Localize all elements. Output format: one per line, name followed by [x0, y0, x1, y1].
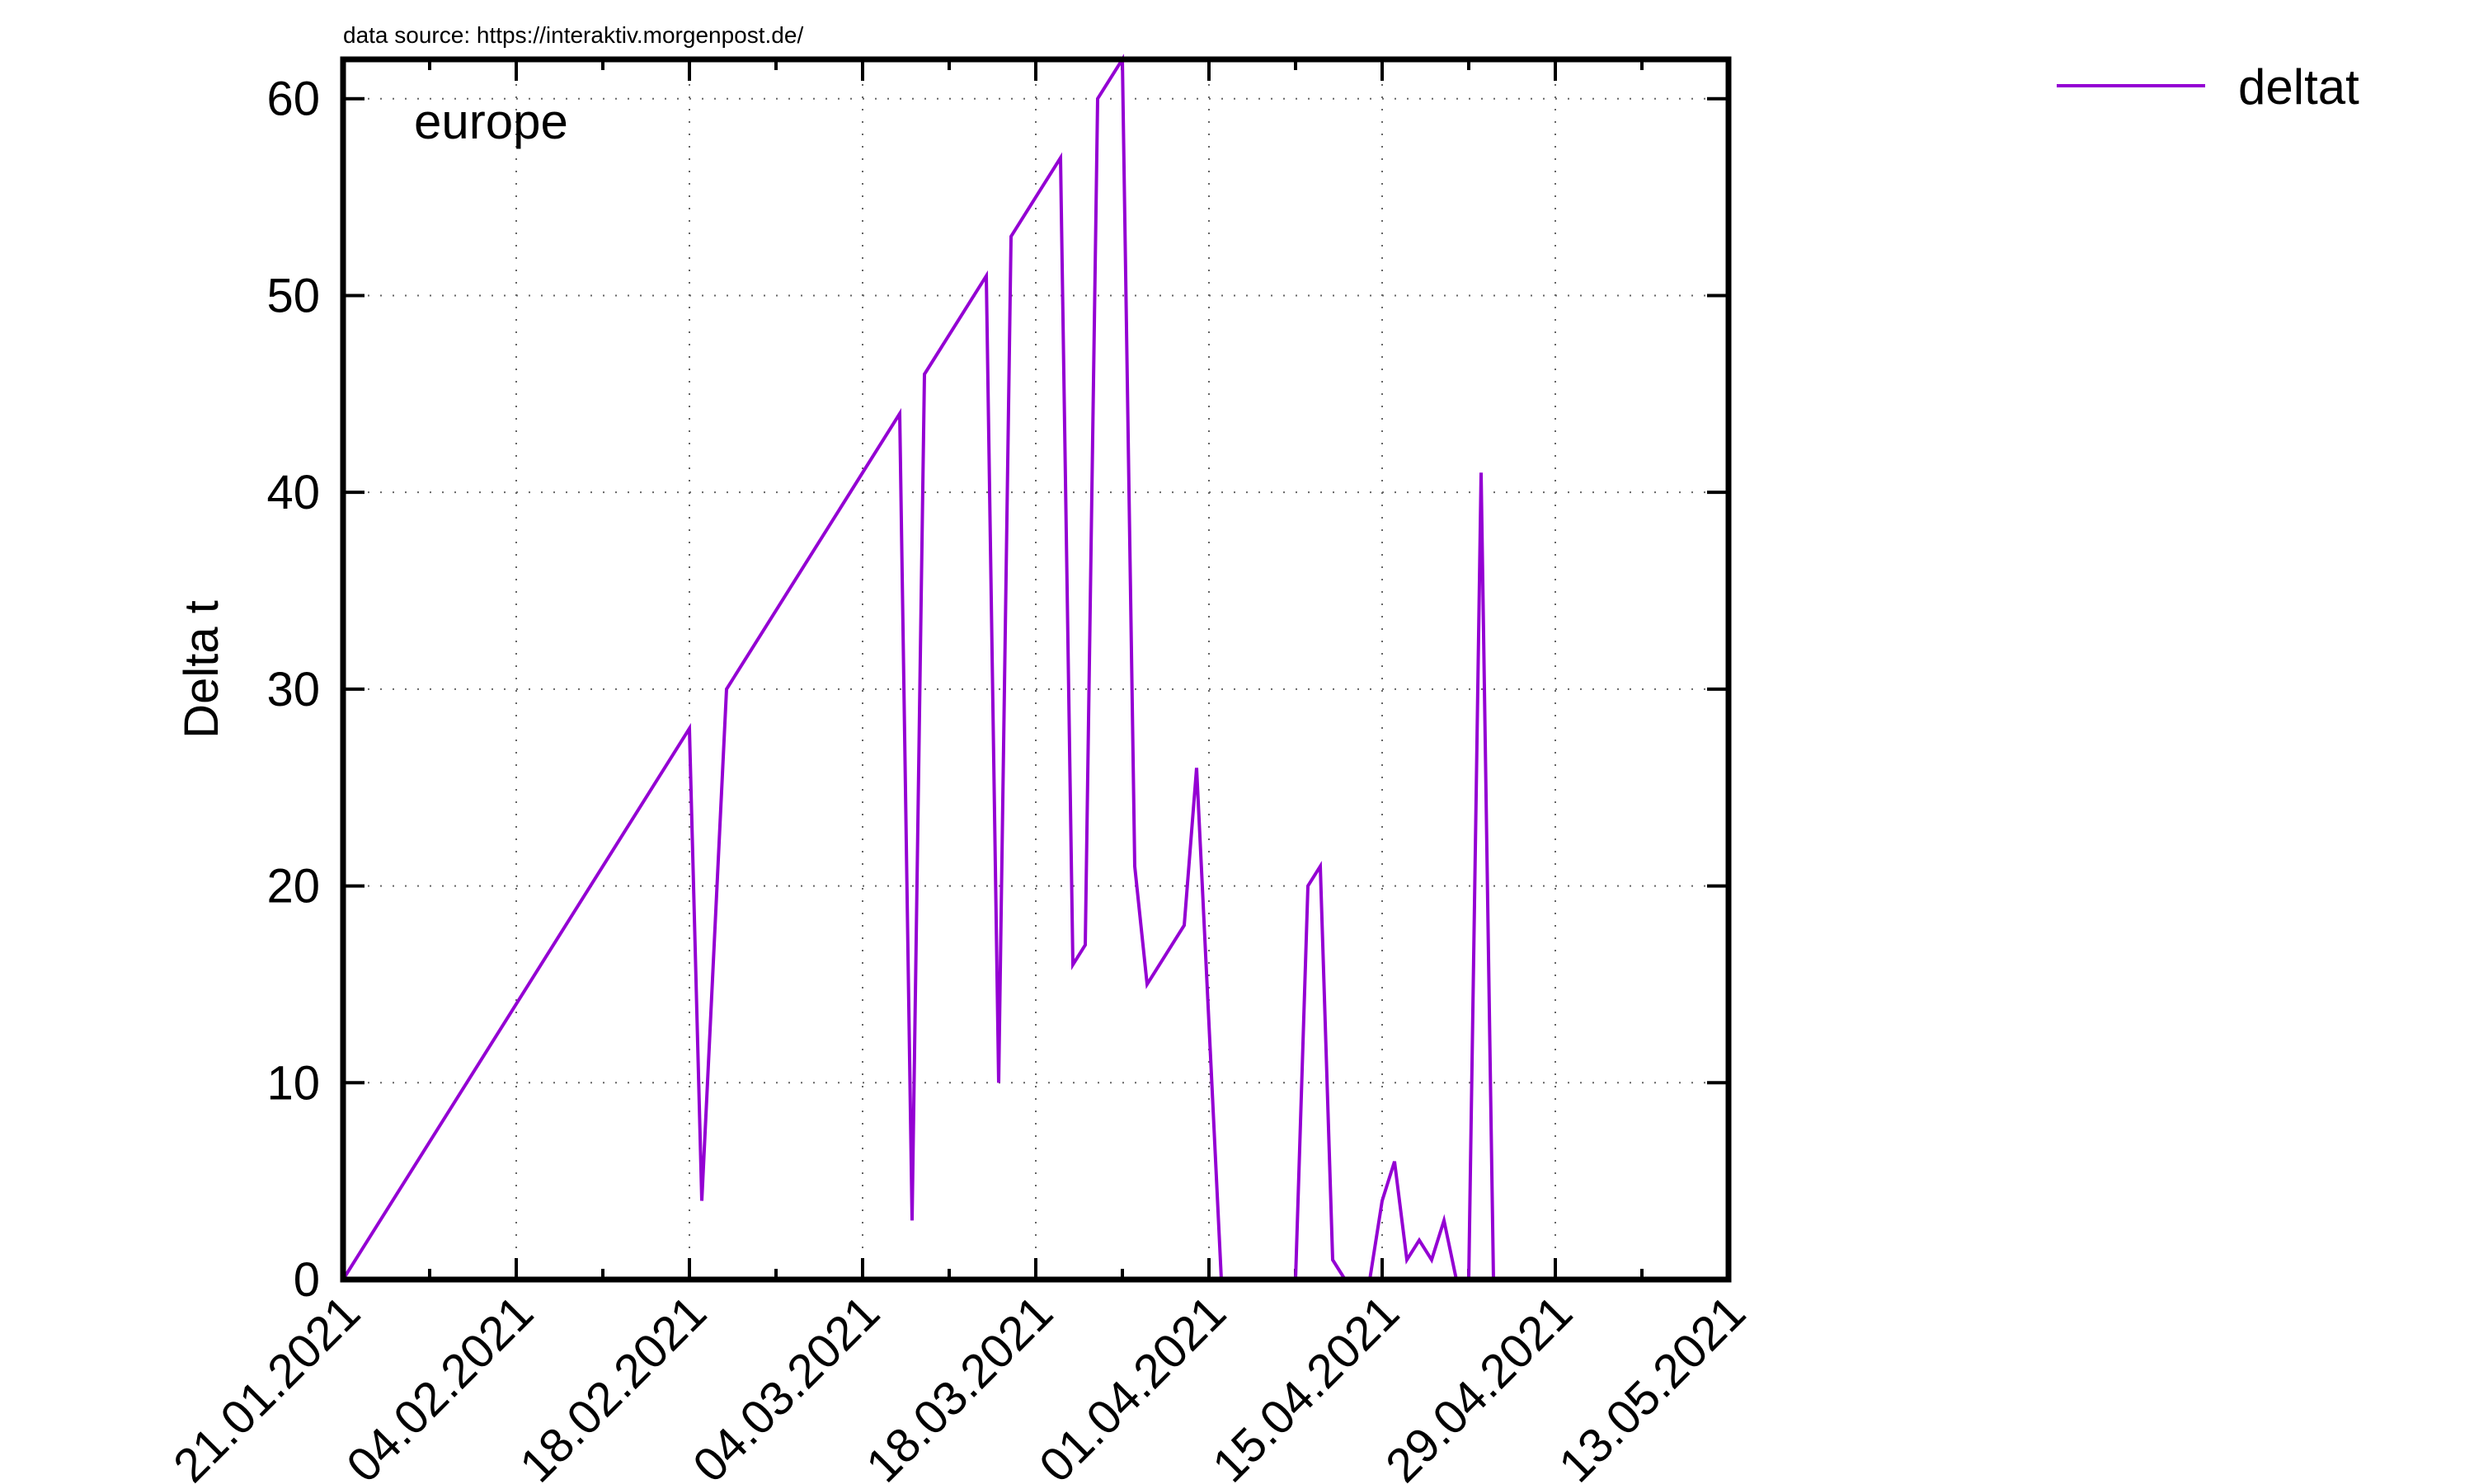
y-axis-ticks: 0 10 20 30 40 50 60 [266, 73, 1729, 1307]
chart-annotation: europe [414, 94, 568, 149]
x-axis-ticks: 21.01.202104.02.202118.02.202104.03.2021… [163, 59, 1756, 1484]
plot-frame [340, 56, 1732, 1283]
y-tick-label: 40 [266, 466, 320, 519]
series-layer [341, 54, 1495, 1281]
y-tick-label: 10 [266, 1056, 320, 1110]
legend-label-deltat: deltat [2238, 59, 2359, 115]
grid [343, 59, 1729, 1280]
y-tick-label: 60 [266, 73, 320, 126]
series-line-deltat [341, 54, 1495, 1281]
y-tick-label: 20 [266, 860, 320, 913]
y-axis-label: Delta t [175, 600, 228, 739]
x-tick-label: 13.05.2021 [1549, 1285, 1756, 1484]
data-source-note: data source: https://interaktiv.morgenpo… [343, 22, 803, 48]
y-tick-label: 0 [294, 1253, 320, 1307]
y-tick-label: 30 [266, 663, 320, 716]
legend: deltat [2057, 59, 2359, 115]
y-tick-label: 50 [266, 269, 320, 322]
